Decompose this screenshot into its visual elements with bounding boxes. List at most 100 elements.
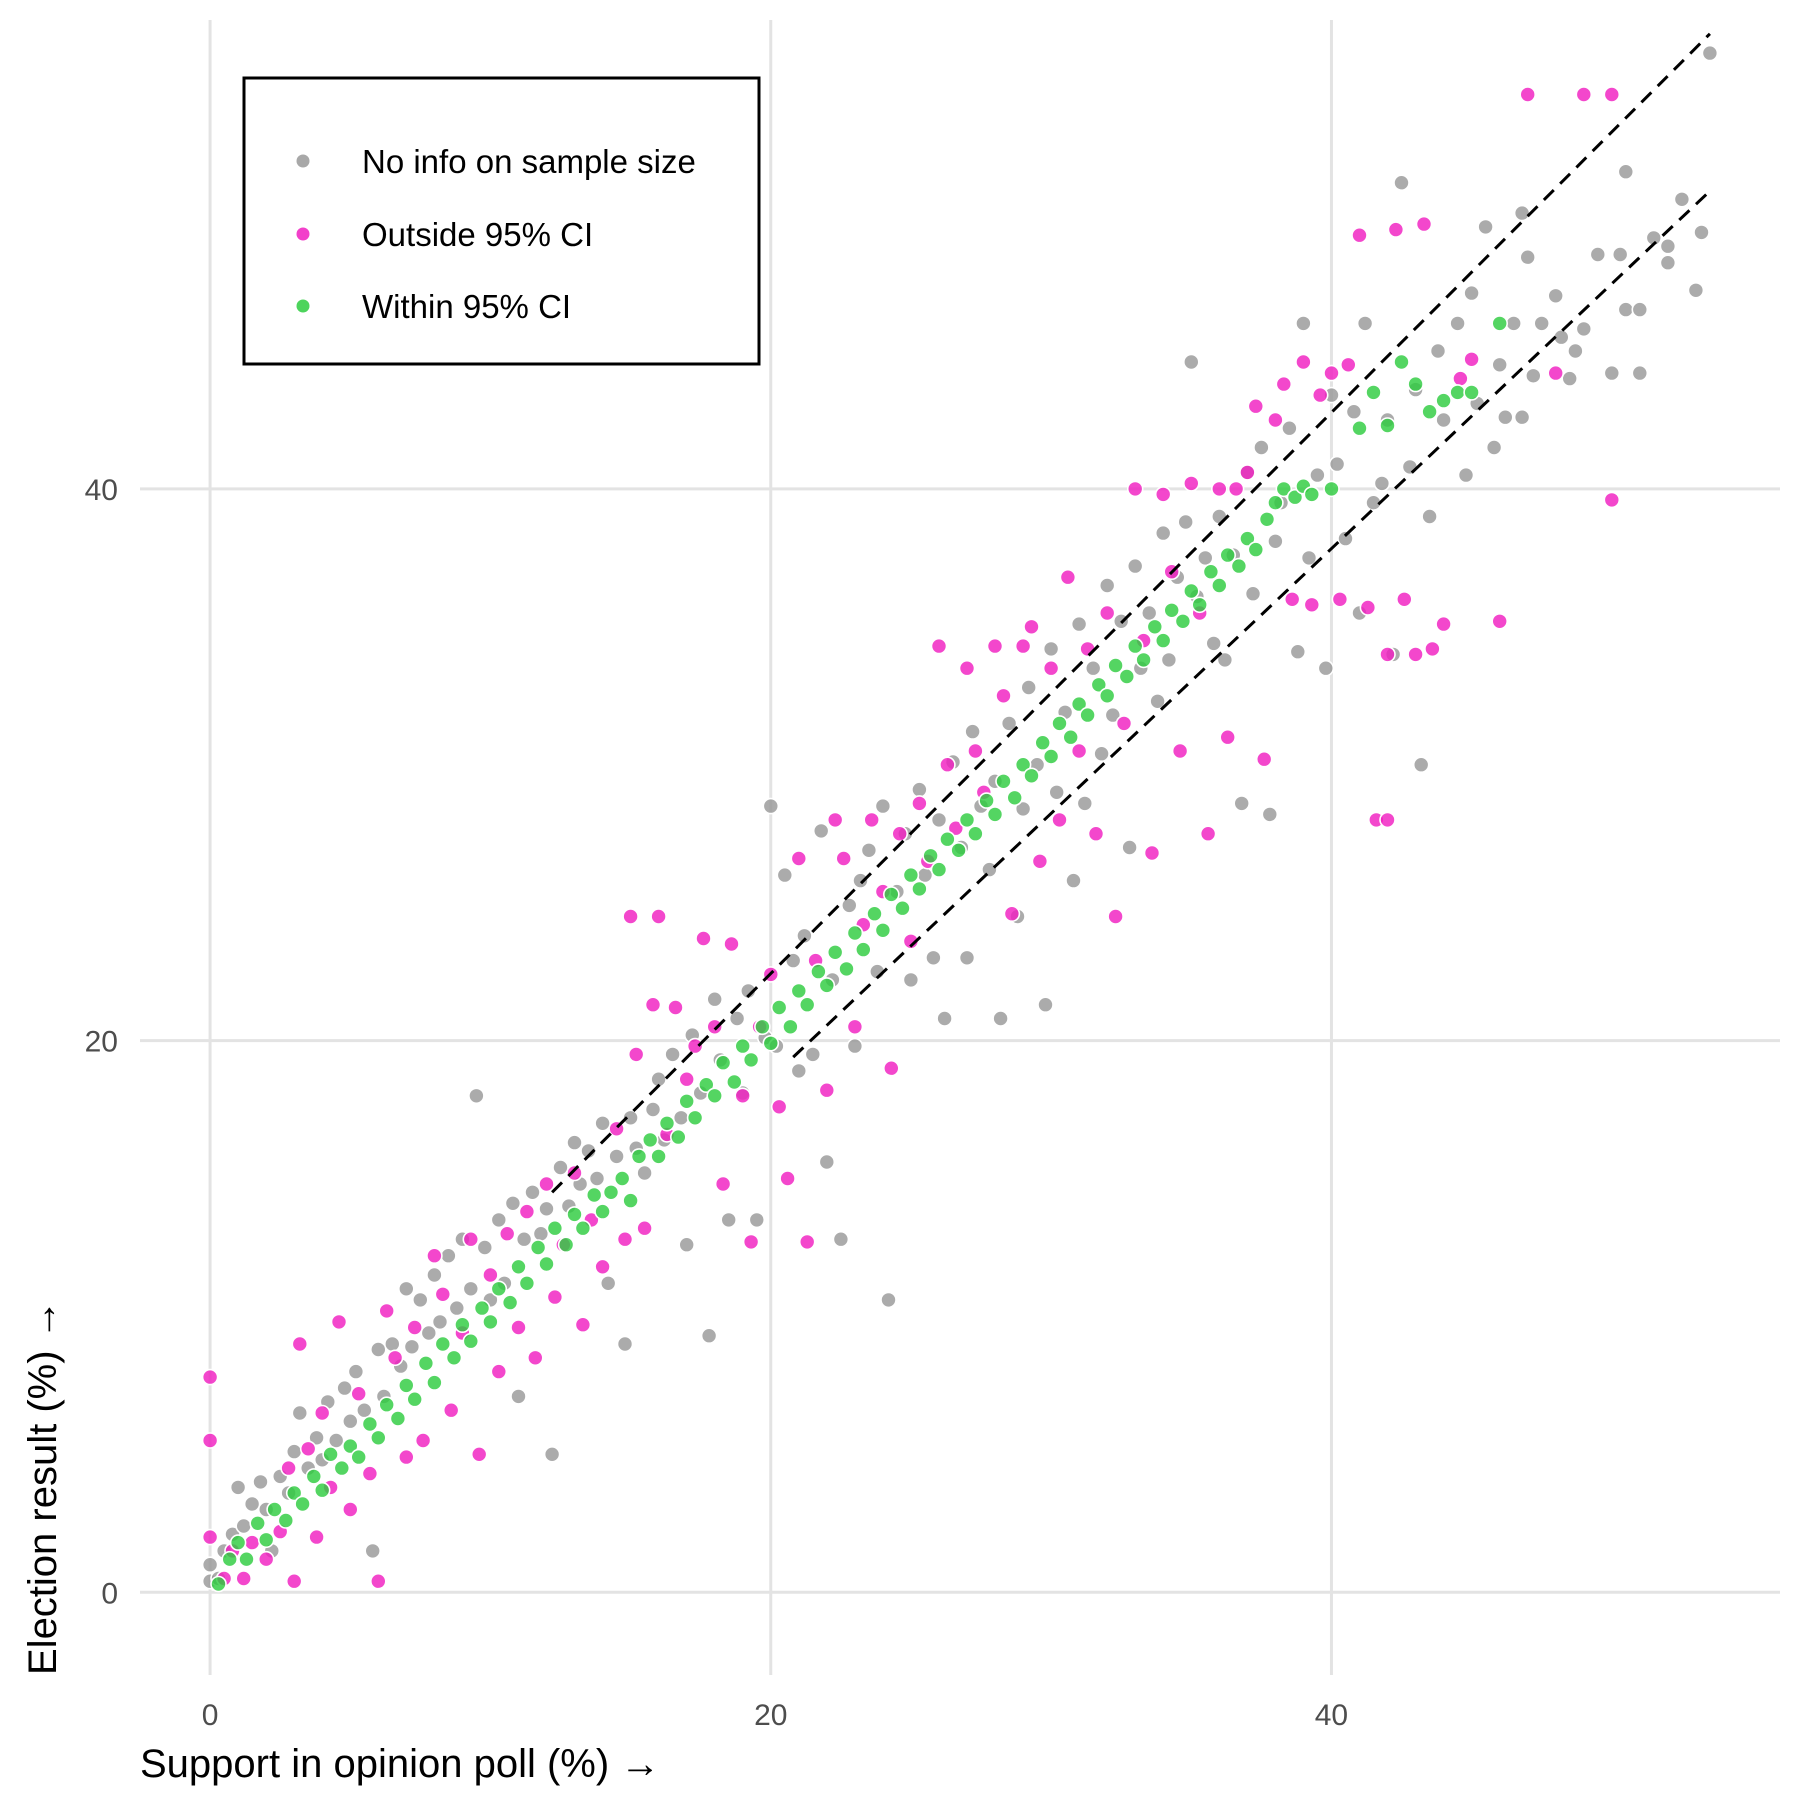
point-within	[585, 1186, 603, 1204]
point-within	[1014, 756, 1032, 774]
point-within	[361, 1415, 379, 1433]
point-noinfo	[672, 1109, 690, 1127]
point-noinfo	[846, 1037, 864, 1055]
point-noinfo	[644, 1101, 662, 1118]
point-outside	[350, 1385, 368, 1402]
point-noinfo	[832, 1230, 850, 1248]
point-within	[1191, 596, 1208, 614]
point-noinfo	[336, 1379, 353, 1397]
point-noinfo	[739, 982, 757, 1000]
point-outside	[1051, 811, 1068, 829]
point-outside	[1183, 475, 1200, 492]
point-noinfo	[1356, 315, 1374, 332]
point-noinfo	[1701, 44, 1719, 62]
point-within	[613, 1170, 631, 1187]
point-noinfo	[902, 971, 920, 989]
point-noinfo	[860, 841, 878, 859]
point-within	[221, 1550, 238, 1568]
point-noinfo	[916, 866, 934, 884]
point-noinfo	[1149, 692, 1166, 710]
point-noinfo	[1065, 872, 1082, 889]
point-outside	[1255, 750, 1273, 768]
point-outside	[482, 1266, 499, 1284]
point-within	[1258, 510, 1276, 528]
point-noinfo	[543, 1446, 561, 1463]
point-noinfo	[1449, 315, 1466, 332]
point-outside	[958, 659, 976, 677]
point-within	[1275, 480, 1293, 498]
point-noinfo	[201, 1556, 219, 1573]
point-within	[1393, 353, 1410, 371]
point-outside	[667, 999, 684, 1016]
point-noinfo	[1244, 585, 1262, 603]
point-within	[978, 792, 995, 809]
point-noinfo	[532, 1225, 550, 1242]
point-noinfo	[580, 1142, 597, 1160]
point-noinfo	[1687, 281, 1705, 299]
point-noinfo	[411, 1291, 429, 1309]
point-outside	[1323, 364, 1340, 382]
point-outside	[243, 1534, 261, 1551]
point-noinfo	[588, 1170, 606, 1187]
x-axis-title: Support in opinion poll (%) →	[140, 1742, 660, 1786]
point-noinfo	[880, 1291, 897, 1309]
point-within	[249, 1515, 267, 1532]
point-noinfo	[1533, 315, 1550, 332]
point-outside	[891, 825, 909, 843]
point-outside	[201, 1528, 219, 1546]
y-tick-label: 20	[85, 1026, 118, 1059]
point-noinfo	[706, 990, 724, 1008]
point-within	[854, 941, 872, 958]
point-outside	[742, 1233, 760, 1251]
point-outside	[1014, 637, 1032, 655]
point-within	[1006, 789, 1024, 807]
point-noinfo	[1345, 403, 1363, 421]
point-noinfo	[1000, 715, 1018, 732]
point-within	[1239, 530, 1256, 547]
point-noinfo	[1070, 615, 1088, 633]
legend-label-noinfo: No info on sample size	[362, 143, 696, 180]
point-within	[417, 1355, 435, 1372]
point-outside	[734, 1087, 752, 1105]
point-noinfo	[448, 1299, 466, 1317]
point-within	[1183, 582, 1200, 600]
point-within	[1090, 676, 1108, 694]
point-outside	[986, 637, 1004, 655]
point-outside	[1239, 464, 1256, 481]
point-noinfo	[840, 897, 858, 914]
point-noinfo	[1491, 356, 1508, 374]
point-noinfo	[1603, 364, 1621, 382]
point-outside	[1247, 397, 1265, 415]
point-within	[967, 825, 984, 843]
point-within	[369, 1429, 387, 1447]
point-outside	[798, 1233, 816, 1251]
point-noinfo	[1373, 475, 1391, 492]
point-outside	[636, 1219, 653, 1237]
point-noinfo	[852, 872, 869, 889]
point-outside	[1219, 728, 1236, 746]
point-outside	[1211, 480, 1228, 498]
legend-box	[242, 76, 761, 366]
point-outside	[1115, 715, 1133, 732]
point-noinfo	[327, 1432, 345, 1449]
point-noinfo	[1659, 237, 1677, 255]
point-noinfo	[1295, 315, 1312, 332]
point-noinfo	[1177, 513, 1194, 531]
point-noinfo	[818, 1153, 836, 1171]
legend-key-outside	[296, 227, 310, 241]
point-noinfo	[1140, 604, 1158, 622]
point-within	[473, 1299, 491, 1317]
legend: No info on sample size Outside 95% CI Wi…	[242, 76, 761, 366]
point-outside	[594, 1258, 611, 1276]
point-noinfo	[1497, 408, 1514, 426]
point-noinfo	[1281, 419, 1298, 437]
point-noinfo	[1093, 745, 1110, 763]
point-noinfo	[958, 949, 976, 967]
point-outside	[790, 850, 808, 867]
point-within	[1449, 384, 1466, 401]
point-within	[1107, 657, 1124, 674]
point-noinfo	[510, 1388, 527, 1405]
point-within	[930, 861, 948, 878]
point-outside	[470, 1446, 488, 1463]
point-within	[482, 1313, 499, 1331]
